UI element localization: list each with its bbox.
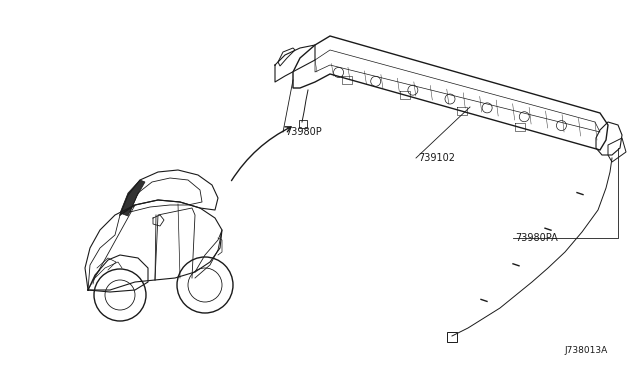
Bar <box>447 332 457 342</box>
Bar <box>299 120 307 128</box>
Text: J738013A: J738013A <box>564 346 608 355</box>
Text: 739102: 739102 <box>418 153 455 163</box>
Polygon shape <box>120 180 145 216</box>
Text: 73980P: 73980P <box>285 127 322 137</box>
Text: 73980PA: 73980PA <box>515 233 557 243</box>
